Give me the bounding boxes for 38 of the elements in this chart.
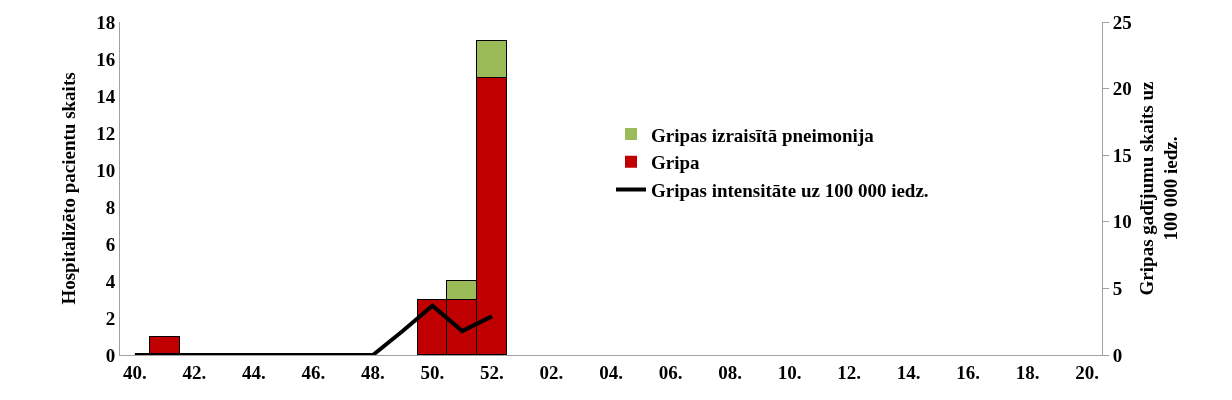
legend-label: Gripa xyxy=(651,152,701,174)
x-tick-label: 04. xyxy=(599,361,623,383)
y-tick-label: 12 xyxy=(96,122,116,144)
y-tick-label: 0 xyxy=(105,344,116,366)
x-tick-label: 02. xyxy=(539,361,564,383)
y2-tick-label: 20 xyxy=(1112,78,1132,100)
y2-tick-label: 0 xyxy=(1112,344,1123,366)
x-tick-label: 10. xyxy=(777,361,802,383)
y-tick-label: 8 xyxy=(105,196,116,218)
x-tick-label: 18. xyxy=(1015,361,1040,383)
y-tick-label: 2 xyxy=(105,307,116,329)
y2-tick-label: 5 xyxy=(1112,278,1123,300)
x-tick-label: 12. xyxy=(837,361,861,383)
legend-label: Gripas izraisītā pneimonija xyxy=(651,124,875,146)
x-tick-label: 40. xyxy=(123,361,147,383)
x-tick-label: 08. xyxy=(718,361,742,383)
y-tick-label: 4 xyxy=(105,270,116,292)
x-tick-label: 20. xyxy=(1075,361,1099,383)
y-tick-label: 14 xyxy=(96,85,116,107)
y-tick-label: 10 xyxy=(96,159,116,181)
y2-tick-label: 15 xyxy=(1112,144,1132,166)
y-tick-label: 18 xyxy=(96,11,116,33)
x-tick-label: 46. xyxy=(301,361,326,383)
y-tick-label: 16 xyxy=(96,48,116,70)
y-axis-title: Hospitalizēto pacientu skaits xyxy=(58,72,80,305)
x-tick-label: 44. xyxy=(242,361,266,383)
x-tick-label: 14. xyxy=(896,361,921,383)
y2-tick-label: 10 xyxy=(1112,211,1132,233)
y2-tick-label: 25 xyxy=(1112,11,1132,33)
x-tick-label: 16. xyxy=(956,361,980,383)
x-tick-label: 52. xyxy=(480,361,504,383)
x-tick-label: 42. xyxy=(182,361,207,383)
x-tick-label: 50. xyxy=(420,361,445,383)
x-tick-label: 48. xyxy=(361,361,385,383)
y2-axis-title: Gripas gadījumu skaits uz 100 000 iedz. xyxy=(1135,81,1182,296)
x-tick-label: 06. xyxy=(658,361,683,383)
legend-label: Gripas intensitāte uz 100 000 iedz. xyxy=(651,179,929,201)
y-tick-label: 6 xyxy=(105,233,116,255)
